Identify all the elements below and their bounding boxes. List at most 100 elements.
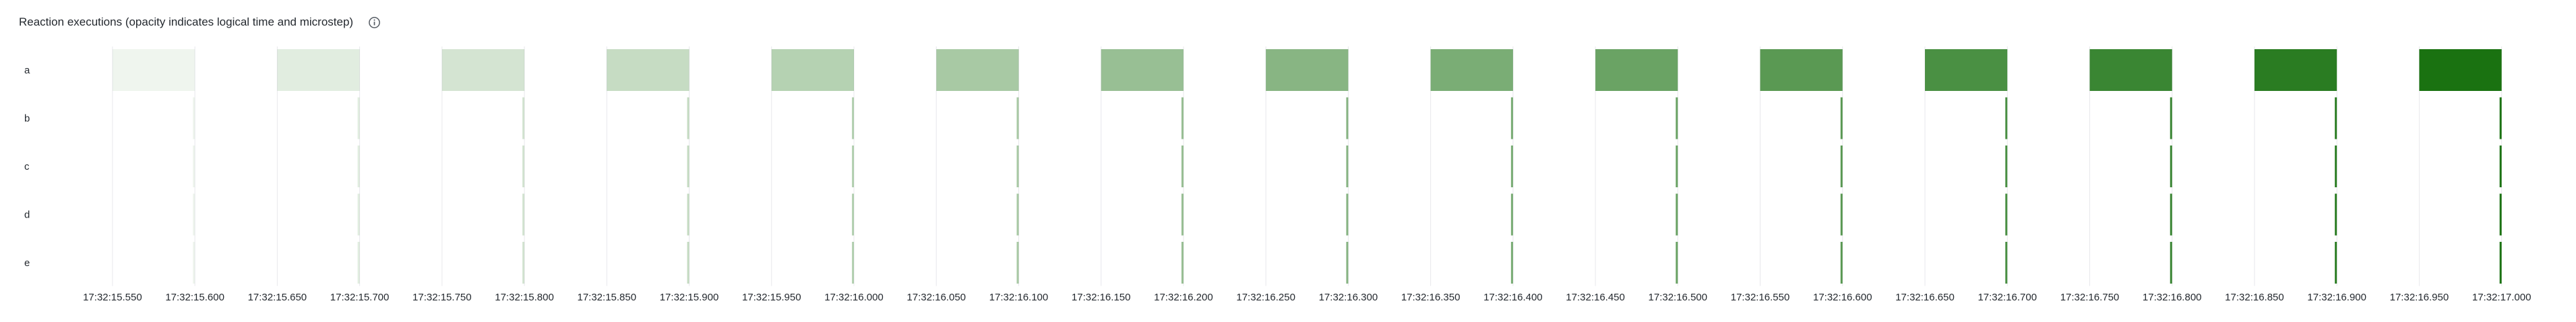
execution-bar-c[interactable]: [687, 146, 689, 187]
execution-bar-b[interactable]: [1510, 97, 1513, 139]
execution-bar-e[interactable]: [1346, 242, 1349, 284]
execution-bar-b[interactable]: [522, 97, 525, 139]
execution-bar-c[interactable]: [2335, 146, 2337, 187]
execution-bar-b[interactable]: [1016, 97, 1019, 139]
execution-bar-b[interactable]: [1840, 97, 1843, 139]
x-tick-label: 17:32:15.750: [412, 292, 472, 303]
execution-bar-a[interactable]: [441, 49, 525, 91]
x-tick-label: 17:32:16.750: [2060, 292, 2120, 303]
execution-bar-a[interactable]: [936, 49, 1019, 91]
execution-bar-a[interactable]: [607, 49, 689, 91]
execution-bar-d[interactable]: [687, 193, 689, 236]
x-tick-label: 17:32:16.800: [2143, 292, 2202, 303]
execution-bar-a[interactable]: [1266, 49, 1349, 91]
execution-bar-e[interactable]: [193, 242, 195, 284]
execution-bar-c[interactable]: [1016, 146, 1019, 187]
execution-bar-d[interactable]: [2499, 193, 2502, 236]
row-label-c: c: [24, 161, 30, 172]
x-tick-label: 17:32:15.600: [165, 292, 224, 303]
execution-bar-e[interactable]: [2170, 242, 2172, 284]
execution-bar-c[interactable]: [1510, 146, 1513, 187]
execution-bar-d[interactable]: [2335, 193, 2337, 236]
execution-bar-c[interactable]: [2170, 146, 2172, 187]
row-label-a: a: [24, 65, 30, 76]
x-tick-label: 17:32:15.800: [495, 292, 554, 303]
execution-bar-d[interactable]: [1676, 193, 1678, 236]
execution-bar-e[interactable]: [1016, 242, 1019, 284]
panel-header: Reaction executions (opacity indicates l…: [19, 13, 381, 31]
execution-bar-c[interactable]: [522, 146, 525, 187]
execution-bar-c[interactable]: [2499, 146, 2502, 187]
execution-bar-b[interactable]: [1181, 97, 1184, 139]
execution-bar-c[interactable]: [1346, 146, 1349, 187]
execution-bar-e[interactable]: [2005, 242, 2008, 284]
execution-bar-e[interactable]: [1510, 242, 1513, 284]
execution-bar-a[interactable]: [277, 49, 360, 91]
execution-bar-a[interactable]: [1101, 49, 1184, 91]
execution-bar-d[interactable]: [2170, 193, 2172, 236]
execution-bar-c[interactable]: [193, 146, 195, 187]
execution-bar-e[interactable]: [2335, 242, 2337, 284]
execution-bar-b[interactable]: [2499, 97, 2502, 139]
execution-bar-a[interactable]: [771, 49, 854, 91]
execution-bar-c[interactable]: [357, 146, 360, 187]
execution-bar-c[interactable]: [1181, 146, 1184, 187]
execution-bar-b[interactable]: [1346, 97, 1349, 139]
execution-bar-c[interactable]: [851, 146, 854, 187]
execution-bar-d[interactable]: [1840, 193, 1843, 236]
execution-bar-a[interactable]: [112, 49, 195, 91]
execution-bar-d[interactable]: [522, 193, 525, 236]
execution-bar-a[interactable]: [1760, 49, 1843, 91]
x-tick-label: 17:32:16.450: [1566, 292, 1625, 303]
execution-bar-a[interactable]: [2419, 49, 2502, 91]
x-tick-label: 17:32:16.200: [1154, 292, 1213, 303]
execution-bar-b[interactable]: [2170, 97, 2172, 139]
execution-bar-a[interactable]: [1430, 49, 1513, 91]
execution-bar-c[interactable]: [1676, 146, 1678, 187]
execution-bar-e[interactable]: [1181, 242, 1184, 284]
x-tick-label: 17:32:16.950: [2390, 292, 2449, 303]
info-circle-icon[interactable]: [368, 16, 381, 29]
row-labels: a b c d e: [24, 65, 30, 269]
execution-bar-d[interactable]: [1346, 193, 1349, 236]
row-label-d: d: [24, 210, 30, 221]
execution-bar-d[interactable]: [357, 193, 360, 236]
x-tick-label: 17:32:15.900: [660, 292, 719, 303]
x-tick-label: 17:32:16.500: [1649, 292, 1708, 303]
execution-bar-e[interactable]: [1676, 242, 1678, 284]
execution-bar-a[interactable]: [1925, 49, 2008, 91]
execution-bar-d[interactable]: [1510, 193, 1513, 236]
execution-bar-b[interactable]: [851, 97, 854, 139]
x-tick-label: 17:32:16.250: [1236, 292, 1295, 303]
x-tick-label: 17:32:16.650: [1895, 292, 1955, 303]
execution-bar-d[interactable]: [2005, 193, 2008, 236]
execution-bar-e[interactable]: [357, 242, 360, 284]
execution-bar-b[interactable]: [2005, 97, 2008, 139]
execution-bar-c[interactable]: [1840, 146, 1843, 187]
execution-bar-e[interactable]: [851, 242, 854, 284]
execution-bar-a[interactable]: [2089, 49, 2172, 91]
execution-bar-a[interactable]: [2254, 49, 2337, 91]
execution-bar-e[interactable]: [1840, 242, 1843, 284]
execution-bar-a[interactable]: [1595, 49, 1678, 91]
execution-bar-b[interactable]: [193, 97, 195, 139]
x-tick-label: 17:32:16.350: [1401, 292, 1461, 303]
execution-bar-e[interactable]: [522, 242, 525, 284]
execution-bar-d[interactable]: [1016, 193, 1019, 236]
execution-bar-e[interactable]: [687, 242, 689, 284]
execution-bar-b[interactable]: [1676, 97, 1678, 139]
execution-bar-b[interactable]: [2335, 97, 2337, 139]
execution-bar-d[interactable]: [193, 193, 195, 236]
execution-bar-d[interactable]: [851, 193, 854, 236]
x-tick-label: 17:32:16.000: [824, 292, 884, 303]
execution-bar-b[interactable]: [357, 97, 360, 139]
execution-bars: [112, 49, 2502, 284]
execution-bar-b[interactable]: [687, 97, 689, 139]
x-tick-label: 17:32:15.700: [330, 292, 390, 303]
execution-bar-d[interactable]: [1181, 193, 1184, 236]
execution-bar-e[interactable]: [2499, 242, 2502, 284]
panel-title: Reaction executions (opacity indicates l…: [19, 15, 354, 28]
execution-bar-c[interactable]: [2005, 146, 2008, 187]
